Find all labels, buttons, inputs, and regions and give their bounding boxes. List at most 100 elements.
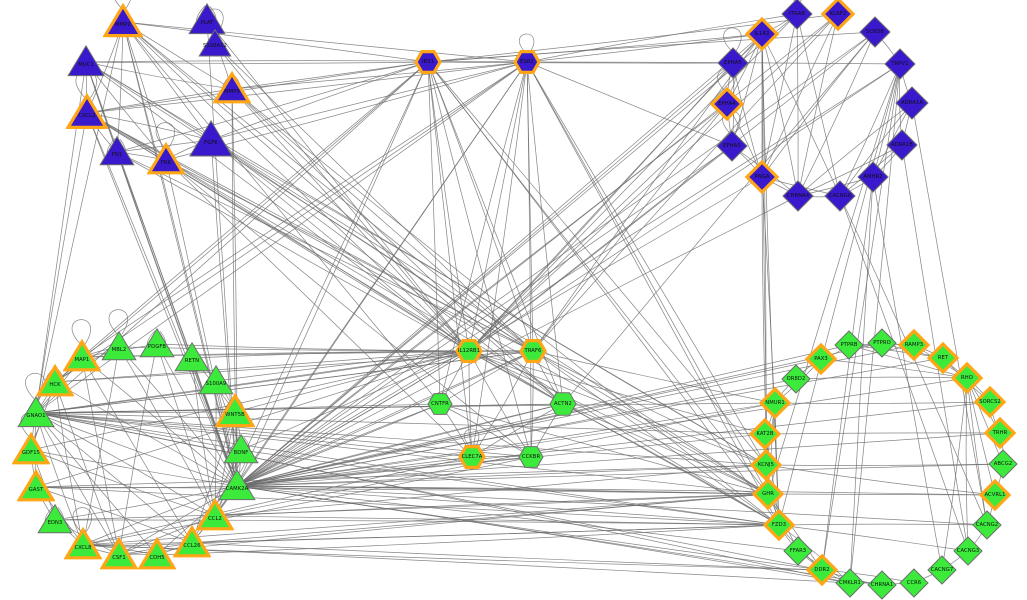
graph-edge [901, 144, 969, 552]
graph-edge [439, 403, 532, 458]
graph-edge [796, 13, 841, 197]
graph-node-epha3[interactable]: EPHA3 [716, 130, 748, 162]
graph-node-kcnj5[interactable]: KCNJ5 [749, 448, 783, 482]
graph-node-muc1[interactable]: MUC1 [67, 44, 105, 79]
graph-node-chrna1[interactable]: CHRNA1 [867, 570, 897, 600]
graph-edge [236, 432, 1001, 487]
graph-edge [839, 63, 901, 197]
graph-node-gnao1[interactable]: GNAO1 [17, 395, 55, 430]
graph-edge [236, 350, 534, 487]
diamond-shape-icon [820, 0, 856, 32]
graph-edge [941, 377, 968, 571]
graph-edge [240, 449, 780, 526]
diamond-shape-icon [927, 555, 957, 585]
triangle-shape-icon [196, 497, 234, 531]
graph-edge [54, 519, 780, 526]
hexagon-shape-icon [414, 50, 442, 74]
graph-node-adra1b[interactable]: ADRA1B [886, 129, 918, 161]
graph-node-csf1[interactable]: CSF1 [100, 536, 138, 571]
graph-edge [81, 356, 193, 544]
graph-node-cckbr[interactable]: CCKBR [518, 445, 544, 469]
graph-node-ptpro[interactable]: PTPRO [867, 328, 897, 358]
graph-node-pdgfb[interactable]: PDGFB [139, 327, 175, 360]
graph-node-il1r2[interactable]: IL1R2 [744, 16, 780, 52]
graph-edge [86, 61, 429, 114]
graph-node-ptprb[interactable]: PTPRB [834, 330, 864, 360]
diamond-shape-icon [899, 568, 929, 598]
graph-node-mbl2[interactable]: MBL2 [101, 330, 137, 363]
graph-edge [468, 103, 728, 352]
graph-node-chrna4[interactable]: CHRNA4 [782, 180, 814, 212]
graph-node-gdf15[interactable]: GDF15 [12, 431, 50, 466]
graph-node-adra1a[interactable]: ADRA1A [895, 86, 929, 120]
graph-edge [761, 13, 798, 178]
graph-node-cxcl2[interactable]: CXCL2 [66, 92, 108, 131]
graph-edge [35, 412, 766, 435]
graph-edge [35, 412, 769, 495]
graph-node-nmur1[interactable]: NMUR1 [758, 386, 792, 420]
graph-node-bdnf[interactable]: BDNF [223, 433, 259, 466]
graph-node-ddr2[interactable]: DDR2 [805, 553, 839, 587]
graph-node-s100a12[interactable]: S100A12 [198, 28, 232, 59]
graph-edge [872, 176, 943, 571]
graph-node-kat2b[interactable]: KAT2B [748, 417, 782, 451]
graph-node-clec7a[interactable]: CLEC7A [458, 445, 486, 469]
graph-node-cacng6[interactable]: CACNG6 [824, 180, 856, 212]
graph-edge [210, 139, 534, 352]
graph-edge [236, 401, 991, 487]
graph-edge [116, 151, 470, 352]
graph-node-cxcl8[interactable]: CXCL8 [64, 526, 102, 561]
graph-node-traf6[interactable]: TRAF6 [519, 339, 547, 363]
graph-edge [468, 13, 839, 352]
graph-node-ccr6[interactable]: CCR6 [899, 568, 929, 598]
triangle-shape-icon [64, 526, 102, 560]
graph-node-actn2[interactable]: ACTN2 [549, 391, 577, 417]
graph-node-gast[interactable]: GAST [17, 468, 55, 503]
graph-node-amhr2[interactable]: AMHR2 [857, 161, 889, 193]
graph-node-ramp3[interactable]: RAMP3 [897, 328, 931, 362]
graph-edge [427, 61, 470, 352]
graph-node-itga8[interactable]: ITGA8 [781, 0, 813, 30]
graph-edge [236, 403, 441, 487]
graph-edge [797, 144, 903, 197]
triangle-shape-icon [215, 392, 255, 428]
graph-edge [526, 61, 780, 526]
diamond-shape-icon [895, 86, 929, 120]
graph-edge [236, 377, 968, 487]
graph-node-ghr[interactable]: GHR [751, 477, 785, 511]
diamond-shape-icon [781, 0, 813, 30]
graph-node-esr2[interactable]: ESR2 [513, 50, 541, 74]
graph-node-sorcs2[interactable]: SORCS2 [973, 385, 1007, 419]
graph-node-abcg2[interactable]: ABCG2 [988, 449, 1018, 479]
triangle-shape-icon [223, 433, 259, 464]
graph-node-mmp9[interactable]: MMP9 [213, 70, 251, 105]
diamond-shape-icon [783, 536, 813, 566]
graph-node-epha4[interactable]: EPHA4 [709, 86, 745, 122]
graph-node-trpv1[interactable]: TRPV1 [884, 48, 916, 80]
graph-edge [231, 61, 528, 90]
graph-node-ccl26[interactable]: CCL26 [173, 524, 211, 559]
self-loop-edge [463, 428, 480, 448]
graph-node-epha5[interactable]: EPHA5 [717, 47, 749, 79]
graph-edge [118, 343, 158, 556]
graph-edge [532, 13, 839, 352]
graph-node-il12rb1[interactable]: IL12RB1 [455, 339, 483, 363]
graph-node-scn3b[interactable]: SCN3B [859, 16, 891, 48]
graph-node-irs1[interactable]: IRS1 [414, 50, 442, 74]
graph-node-cdh5[interactable]: CDH5 [138, 536, 176, 571]
graph-node-klrf2[interactable]: KLRF2 [820, 0, 856, 32]
graph-edge [532, 33, 763, 352]
graph-node-fn1[interactable]: FN1 [99, 135, 135, 168]
graph-node-cmklr1[interactable]: CMKLR1 [835, 568, 865, 598]
hexagon-shape-icon [427, 393, 453, 415]
graph-node-frk[interactable]: FRK [147, 141, 185, 176]
graph-node-cntfr[interactable]: CNTFR [427, 392, 453, 416]
graph-node-mmp2[interactable]: MMP2 [103, 2, 143, 39]
graph-node-trhr[interactable]: TRHR [983, 416, 1017, 450]
graph-node-pnga[interactable]: PNGA [744, 159, 780, 195]
graph-node-cacng7[interactable]: CACNG7 [927, 555, 957, 585]
graph-node-acvrl1[interactable]: ACVRL1 [978, 478, 1012, 512]
graph-node-wnt5b[interactable]: WNT5B [215, 392, 255, 429]
hexagon-shape-icon [458, 445, 486, 469]
graph-node-fgf6[interactable]: FGF6 [189, 120, 233, 160]
